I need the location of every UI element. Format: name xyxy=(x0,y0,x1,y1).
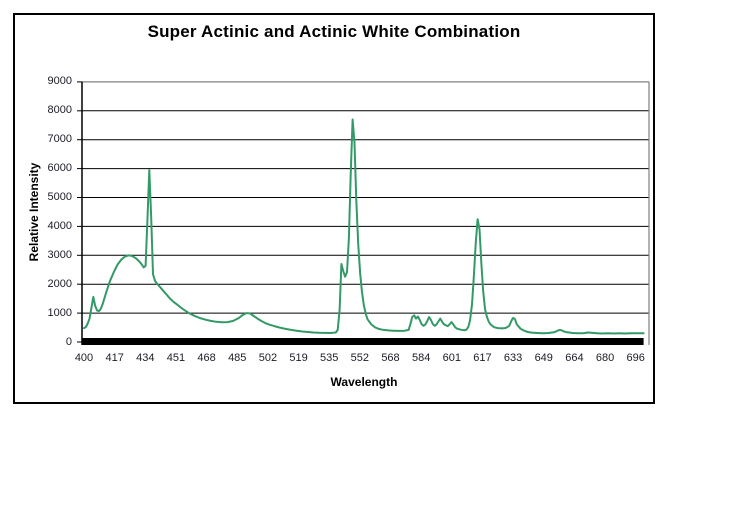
chart-title: Super Actinic and Actinic White Combinat… xyxy=(147,22,521,41)
x-tick-label: 502 xyxy=(258,352,278,364)
y-tick-label: 9000 xyxy=(47,75,72,88)
x-tick-label: 568 xyxy=(381,352,400,364)
x-tick-label: 434 xyxy=(136,352,155,364)
spectrum-line xyxy=(83,118,645,335)
x-tick-label: 417 xyxy=(105,352,124,364)
x-tick-label: 451 xyxy=(166,352,186,364)
y-tick-label: 5000 xyxy=(47,191,72,203)
x-axis-bar xyxy=(82,338,644,345)
y-tick-label: 0 xyxy=(65,335,72,348)
x-tick-label: 584 xyxy=(411,352,431,364)
x-tick-label: 680 xyxy=(595,352,615,364)
x-tick-label: 485 xyxy=(228,352,247,364)
y-tick-label: 8000 xyxy=(47,104,72,117)
x-tick-label: 617 xyxy=(473,352,492,364)
x-tick-label: 519 xyxy=(289,352,308,364)
x-tick-label: 696 xyxy=(626,352,645,364)
x-tick-label: 400 xyxy=(74,352,94,364)
y-tick-label: 7000 xyxy=(47,133,72,146)
y-tick-label: 3000 xyxy=(47,248,72,261)
y-tick-label: 6000 xyxy=(47,162,72,175)
x-tick-label: 601 xyxy=(442,352,461,364)
x-tick-label: 664 xyxy=(565,352,584,364)
y-tick-label: 2000 xyxy=(47,277,72,290)
x-tick-label: 468 xyxy=(197,352,216,364)
x-tick-label: 633 xyxy=(503,352,523,364)
x-tick-label: 535 xyxy=(320,352,339,364)
x-axis-title: Wavelength xyxy=(330,375,398,389)
x-tick-label: 552 xyxy=(350,352,370,364)
x-tick-label: 649 xyxy=(534,352,553,364)
y-tick-label: 1000 xyxy=(47,306,72,319)
y-tick-label: 4000 xyxy=(47,219,72,232)
